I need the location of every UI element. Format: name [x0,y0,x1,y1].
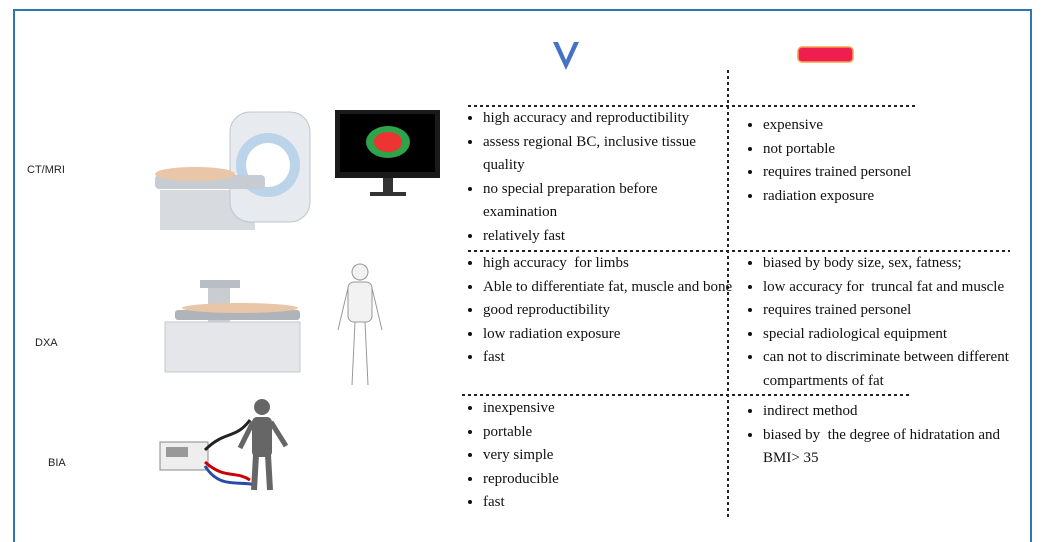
monitor-icon [335,110,440,196]
con-item: biased by body size, sex, fatness; [763,252,1043,276]
con-item: radiation exposure [763,185,1043,209]
con-item: not portable [763,138,1043,162]
con-item: low accuracy for truncal fat and muscle [763,276,1043,300]
pro-item: fast [483,491,733,515]
con-item: requires trained personel [763,161,1043,185]
con-item: expensive [763,114,1043,138]
pro-item: very simple [483,444,733,468]
dxa-scanner-icon [164,280,301,373]
frame [13,9,1032,542]
pros-list: high accuracy and reproductibilityassess… [468,107,733,248]
cons-list: expensivenot portablerequires trained pe… [748,114,1043,208]
pro-item: reproducible [483,468,733,492]
row-label: BIA [48,457,66,469]
pros-list: high accuracy for limbsAble to different… [468,252,733,370]
pro-item: fast [483,346,733,370]
pro-item: portable [483,421,733,445]
pro-item: high accuracy for limbs [483,252,733,276]
pro-item: relatively fast [483,225,733,249]
ct-scanner-icon [155,111,311,230]
row-label: DXA [35,337,58,349]
pro-item: assess regional BC, inclusive tissue qua… [483,131,733,178]
pro-item: good reproductibility [483,299,733,323]
pro-item: high accuracy and reproductibility [483,107,733,131]
cons-list: indirect methodbiased by the degree of h… [748,400,1043,471]
dividers [462,70,1010,520]
pros-list: inexpensiveportablevery simplereproducib… [468,397,733,515]
con-item: indirect method [763,400,1043,424]
bia-icon [159,399,289,491]
pro-item: low radiation exposure [483,323,733,347]
con-item: biased by the degree of hidratation and … [763,424,1043,471]
row-label: CT/MRI [27,164,65,176]
cons-list: biased by body size, sex, fatness;low ac… [748,252,1043,393]
check-icon [553,42,579,70]
con-item: requires trained personel [763,299,1043,323]
skeleton-icon [337,263,383,386]
pro-item: inexpensive [483,397,733,421]
pro-item: Able to differentiate fat, muscle and bo… [483,276,733,300]
pro-item: no special preparation before examinatio… [483,178,733,225]
con-item: can not to discriminate between differen… [763,346,1043,393]
minus-icon [797,46,854,63]
con-item: special radiological equipment [763,323,1043,347]
